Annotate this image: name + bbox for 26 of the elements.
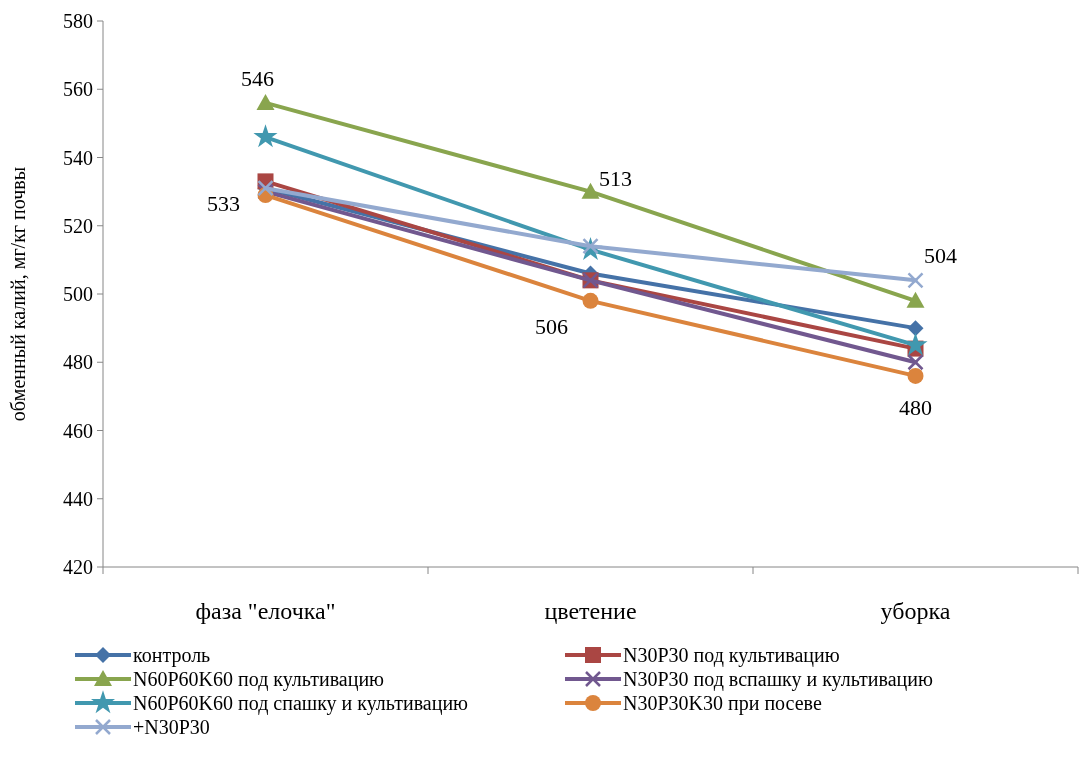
y-tick-label: 500 xyxy=(63,283,93,305)
annotation: 546 xyxy=(241,65,274,91)
legend-label: N30P30 под культивацию xyxy=(623,644,840,667)
legend-label: +N30P30 xyxy=(133,716,210,738)
legend-label: N30P30K30 при посеве xyxy=(623,692,822,715)
y-tick-label: 560 xyxy=(63,78,93,101)
y-axis-title: обменный калий, мг/кг почвы xyxy=(7,166,29,422)
annotation: 504 xyxy=(924,243,957,269)
annotation: 480 xyxy=(899,394,932,420)
legend-label: контроль xyxy=(133,644,211,667)
x-tick-label: уборка xyxy=(880,598,951,624)
annotation: 506 xyxy=(535,314,568,340)
y-tick-label: 580 xyxy=(63,10,93,32)
y-tick-label: 440 xyxy=(63,487,93,510)
y-tick-label: 460 xyxy=(63,419,93,442)
annotation: 533 xyxy=(207,191,240,217)
y-tick-label: 420 xyxy=(63,556,93,578)
y-tick-label: 520 xyxy=(63,214,93,237)
legend-label: N60P60K60 под культивацию xyxy=(133,668,385,691)
annotation: 513 xyxy=(599,166,632,192)
y-tick-label: 480 xyxy=(63,351,93,374)
y-tick-label: 540 xyxy=(63,146,93,169)
legend-label: N30P30 под вспашку и культивацию xyxy=(623,668,933,691)
x-tick-label: цветение xyxy=(544,598,637,624)
legend-label: N60P60K60 под спашку и культивацию xyxy=(133,692,469,715)
x-tick-label: фаза "елочка" xyxy=(195,598,336,624)
